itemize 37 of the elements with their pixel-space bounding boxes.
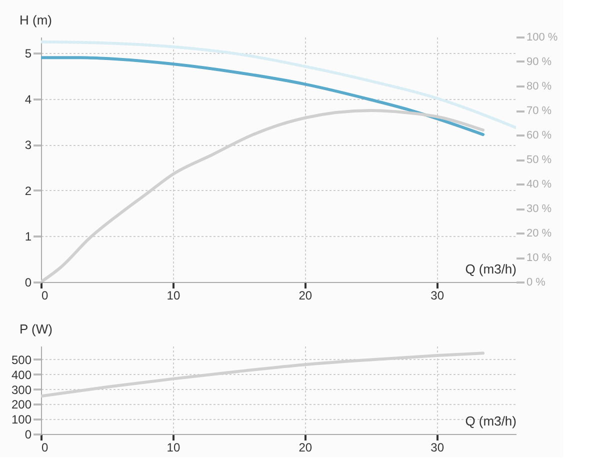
- y2-tick-label: 90 %: [526, 56, 552, 68]
- y-tick-label: 400: [11, 368, 32, 382]
- y-tick-label: 200: [11, 398, 32, 412]
- y2-tick-label: 70 %: [526, 105, 552, 117]
- y-tick-label: 4: [24, 92, 32, 106]
- y2-tick-label: 0 %: [526, 276, 546, 288]
- y-tick-label: 0: [24, 276, 32, 290]
- y-tick-label: 2: [24, 184, 32, 198]
- y2-tick-label: 20 %: [526, 228, 552, 240]
- y2-tick-label: 100 %: [526, 32, 558, 44]
- x-axis-title: Q (m3/h): [465, 414, 516, 428]
- y-axis-title: P (W): [20, 322, 52, 336]
- y-tick-label: 500: [11, 352, 32, 367]
- x-axis-title: Q (m3/h): [465, 262, 516, 276]
- x-tick-label: 10: [166, 440, 180, 454]
- x-tick-label: 20: [298, 440, 312, 454]
- x-tick-label: 30: [430, 288, 444, 302]
- y2-tick-label: 10 %: [526, 252, 552, 264]
- y2-tick-label: 40 %: [526, 178, 552, 190]
- y-tick-label: 3: [24, 138, 32, 152]
- y-tick-label: 300: [11, 382, 32, 397]
- y2-tick-label: 50 %: [526, 154, 552, 166]
- line-series: [41, 40, 516, 130]
- y-axis-title: H (m): [20, 12, 52, 28]
- y-tick-label: 5: [24, 46, 32, 61]
- y2-tick-label: 80 %: [526, 80, 552, 92]
- x-tick-label: 0: [42, 440, 48, 454]
- line-series: [41, 56, 485, 136]
- y2-tick-label: 60 %: [526, 130, 552, 142]
- y-tick-label: 1: [24, 230, 32, 244]
- x-tick-label: 30: [430, 440, 444, 454]
- y2-tick-label: 30 %: [526, 203, 552, 215]
- x-tick-label: 20: [298, 288, 312, 302]
- x-tick-label: 10: [166, 288, 180, 302]
- y-tick-label: 100: [11, 412, 32, 427]
- x-tick-label: 0: [42, 288, 48, 302]
- y-tick-label: 0: [24, 428, 32, 442]
